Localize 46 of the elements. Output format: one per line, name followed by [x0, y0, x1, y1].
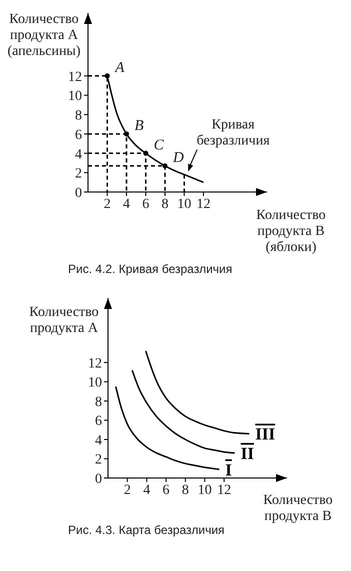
y-tick-label: 2	[75, 166, 82, 182]
x-tick-label: 10	[198, 482, 212, 498]
y-axis-title: Количество продукта A (апельсины)	[6, 12, 82, 60]
text: Рис. 4.3. Карта безразличия	[68, 523, 226, 537]
series-label: III	[255, 424, 276, 444]
x-tick-label: 6	[162, 482, 170, 498]
x-tick-label: 6	[142, 196, 150, 212]
annotation: C	[154, 137, 165, 154]
x-tick-label: 4	[143, 482, 150, 498]
annotation: A	[114, 60, 126, 76]
y-tick-label: 12	[68, 70, 82, 85]
y-tick-label: 12	[88, 356, 102, 372]
x-tick-label: 12	[196, 196, 210, 212]
y-tick-label: 0	[95, 472, 102, 487]
series-label: I	[225, 460, 232, 480]
y-tick-label: 10	[68, 89, 82, 104]
y-tick-label: 0	[75, 186, 82, 201]
line-series	[144, 350, 250, 434]
y-tick-label: 4	[95, 433, 102, 448]
y-tick-label: 6	[75, 128, 82, 143]
x-tick-label: 10	[177, 196, 192, 212]
x-axis-title: Количество продукта B (яблоки)	[255, 208, 327, 256]
series-label: II	[240, 444, 254, 463]
x-tick-label: 8	[182, 482, 189, 498]
x-tick-label: 4	[122, 196, 130, 212]
y-tick-label: 10	[88, 376, 102, 391]
line-series	[131, 369, 236, 454]
point	[162, 163, 168, 168]
y-tick-label: 2	[95, 452, 102, 468]
x-axis-title: Количество продукта B	[262, 493, 334, 525]
y-tick-label: 6	[95, 414, 102, 430]
annotation: D	[172, 150, 184, 166]
y-axis-title: Количество продукта A	[28, 305, 100, 337]
y-tick-label: 4	[75, 147, 82, 162]
x-tick-label: 8	[161, 196, 168, 212]
point	[143, 150, 148, 156]
y-tick-label: 8	[75, 108, 82, 124]
point	[124, 131, 129, 136]
x-tick-label: 2	[124, 482, 131, 498]
line-series	[114, 386, 220, 470]
y-tick-label: 8	[95, 394, 102, 410]
annotation: Кривая безразличия	[196, 118, 270, 149]
text: Рис. 4.2. Кривая безразличия	[68, 262, 234, 276]
x-tick-label: 12	[217, 482, 232, 498]
annotation: B	[134, 118, 144, 134]
point	[104, 73, 110, 78]
